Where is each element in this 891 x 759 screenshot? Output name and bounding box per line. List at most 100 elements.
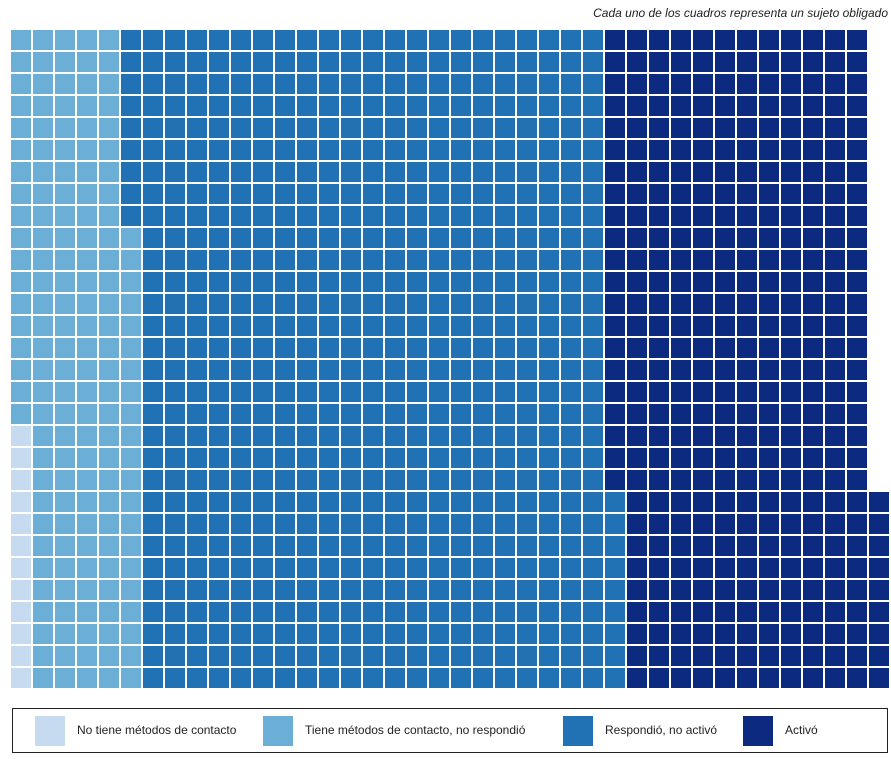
waffle-cell <box>77 250 97 270</box>
waffle-cell <box>11 96 31 116</box>
waffle-cell <box>649 184 669 204</box>
waffle-cell <box>187 426 207 446</box>
waffle-cell <box>627 30 647 50</box>
waffle-cell <box>231 118 251 138</box>
waffle-cell <box>803 470 823 490</box>
waffle-cell <box>143 580 163 600</box>
waffle-cell <box>143 360 163 380</box>
waffle-cell <box>55 624 75 644</box>
waffle-cell <box>231 558 251 578</box>
waffle-cell <box>693 250 713 270</box>
waffle-cell <box>583 30 603 50</box>
waffle-cell <box>143 140 163 160</box>
waffle-cell <box>363 558 383 578</box>
waffle-cell <box>517 96 537 116</box>
waffle-cell <box>517 404 537 424</box>
waffle-cell <box>363 96 383 116</box>
waffle-cell <box>385 228 405 248</box>
legend-box <box>12 708 888 753</box>
waffle-cell <box>55 338 75 358</box>
waffle-cell <box>363 250 383 270</box>
waffle-cell <box>341 316 361 336</box>
waffle-cell <box>451 162 471 182</box>
waffle-cell <box>605 536 625 556</box>
waffle-cell <box>319 74 339 94</box>
waffle-cell <box>429 602 449 622</box>
waffle-cell <box>539 316 559 336</box>
waffle-cell <box>275 360 295 380</box>
waffle-cell <box>605 602 625 622</box>
waffle-cell <box>99 536 119 556</box>
waffle-cell <box>847 382 867 402</box>
waffle-cell <box>11 448 31 468</box>
waffle-cell <box>385 602 405 622</box>
waffle-cell <box>209 360 229 380</box>
waffle-cell <box>671 162 691 182</box>
waffle-cell <box>253 404 273 424</box>
waffle-cell <box>407 162 427 182</box>
waffle-cell <box>121 602 141 622</box>
waffle-cell <box>517 624 537 644</box>
waffle-cell <box>539 558 559 578</box>
waffle-cell <box>583 382 603 402</box>
waffle-cell <box>297 382 317 402</box>
waffle-cell <box>429 668 449 688</box>
waffle-cell <box>99 96 119 116</box>
waffle-cell <box>77 162 97 182</box>
waffle-cell <box>825 294 845 314</box>
waffle-cell <box>517 294 537 314</box>
waffle-cell <box>649 206 669 226</box>
waffle-cell <box>319 492 339 512</box>
waffle-cell <box>693 382 713 402</box>
waffle-cell <box>231 602 251 622</box>
waffle-cell <box>561 140 581 160</box>
waffle-cell <box>319 536 339 556</box>
waffle-cell <box>55 492 75 512</box>
waffle-cell <box>473 382 493 402</box>
waffle-cell <box>187 602 207 622</box>
waffle-cell <box>165 96 185 116</box>
waffle-cell <box>693 294 713 314</box>
waffle-cell <box>825 470 845 490</box>
waffle-cell <box>781 96 801 116</box>
waffle-cell <box>121 118 141 138</box>
waffle-cell <box>55 316 75 336</box>
waffle-cell <box>473 206 493 226</box>
waffle-cell <box>561 228 581 248</box>
waffle-cell <box>759 514 779 534</box>
waffle-cell <box>33 492 53 512</box>
waffle-cell <box>209 646 229 666</box>
waffle-cell <box>341 294 361 314</box>
waffle-cell <box>495 646 515 666</box>
waffle-cell <box>539 140 559 160</box>
waffle-cell <box>143 30 163 50</box>
waffle-cell <box>209 316 229 336</box>
waffle-cell <box>715 668 735 688</box>
waffle-cell <box>671 470 691 490</box>
waffle-cell <box>671 448 691 468</box>
waffle-cell <box>451 184 471 204</box>
waffle-cell <box>539 536 559 556</box>
waffle-cell <box>165 492 185 512</box>
waffle-cell <box>385 624 405 644</box>
waffle-cell <box>209 96 229 116</box>
waffle-cell <box>737 558 757 578</box>
waffle-cell <box>671 294 691 314</box>
waffle-cell <box>33 30 53 50</box>
waffle-cell <box>627 228 647 248</box>
waffle-cell <box>803 96 823 116</box>
waffle-cell <box>781 426 801 446</box>
waffle-cell <box>803 360 823 380</box>
waffle-cell <box>495 470 515 490</box>
waffle-cell <box>363 382 383 402</box>
waffle-cell <box>99 118 119 138</box>
waffle-cell <box>363 52 383 72</box>
waffle-cell <box>363 624 383 644</box>
waffle-cell <box>275 30 295 50</box>
waffle-cell <box>363 162 383 182</box>
waffle-cell <box>143 250 163 270</box>
waffle-cell <box>99 184 119 204</box>
waffle-cell <box>99 492 119 512</box>
waffle-cell <box>649 316 669 336</box>
